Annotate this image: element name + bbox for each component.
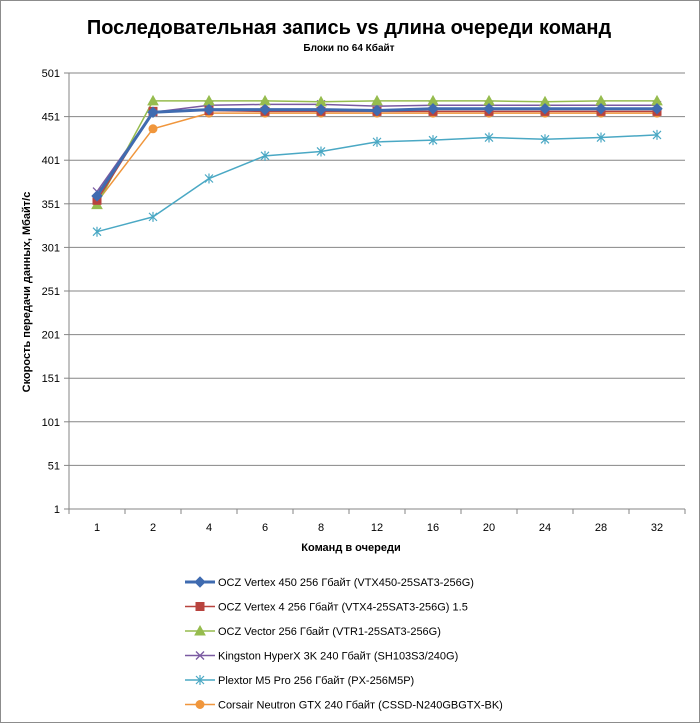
legend-item: OCZ Vertex 4 256 Гбайт (VTX4-25SAT3-256G… (185, 602, 468, 614)
legend-item: Kingston HyperX 3K 240 Гбайт (SH103S3/24… (185, 651, 458, 663)
x-tick-label: 4 (206, 522, 212, 534)
legend-marker (194, 624, 206, 636)
legend-item: Corsair Neutron GTX 240 Гбайт (CSSD-N240… (185, 700, 503, 712)
x-tick-label: 8 (318, 522, 324, 534)
data-point (315, 103, 327, 116)
legend-marker (195, 675, 205, 685)
legend-item: OCZ Vector 256 Гбайт (VTR1-25SAT3-256G) (185, 624, 441, 638)
series-6 (92, 108, 662, 207)
data-point (260, 150, 270, 161)
data-point (428, 135, 438, 146)
y-tick-label: 101 (42, 417, 60, 429)
x-tick-label: 6 (262, 522, 268, 534)
data-point (148, 124, 158, 134)
data-point (595, 103, 607, 115)
data-point (651, 103, 663, 115)
data-point (316, 146, 326, 157)
data-point (427, 103, 439, 115)
legend-marker (195, 700, 205, 709)
x-tick-label: 2 (150, 522, 156, 534)
data-point (204, 173, 214, 184)
legend-marker (195, 602, 205, 611)
data-point (92, 226, 102, 237)
x-tick-label: 1 (94, 522, 100, 534)
data-point (203, 103, 215, 116)
data-point (147, 94, 159, 106)
data-point (484, 132, 494, 143)
data-point (91, 190, 103, 202)
data-point (148, 211, 158, 222)
legend-marker (194, 576, 206, 588)
data-point (483, 103, 495, 115)
series-5 (92, 129, 662, 237)
data-point (372, 136, 382, 147)
y-tick-label: 51 (48, 460, 60, 472)
x-tick-label: 28 (595, 522, 607, 534)
x-axis-label: Команд в очереди (301, 542, 400, 554)
x-tick-label: 32 (651, 522, 663, 534)
x-tick-label: 20 (483, 522, 495, 534)
legend-marker (195, 651, 205, 660)
y-tick-label: 351 (42, 199, 60, 211)
series-line (96, 112, 657, 203)
series-1 (91, 103, 663, 202)
chart-subtitle: Блоки по 64 Кбайт (303, 42, 394, 54)
y-tick-label: 451 (42, 112, 60, 124)
legend-label: OCZ Vector 256 Гбайт (VTR1-25SAT3-256G) (218, 626, 441, 638)
y-tick-label: 151 (42, 373, 60, 385)
y-axis-label: Скорость передачи данных, Мбайт/с (21, 192, 33, 393)
y-tick-label: 401 (42, 155, 60, 167)
series-line (96, 109, 657, 201)
y-tick-label: 501 (42, 68, 60, 80)
series-line (95, 107, 657, 197)
x-tick-label: 12 (371, 522, 383, 534)
data-point (147, 106, 159, 118)
y-tick-label: 201 (42, 330, 60, 342)
data-point (540, 134, 550, 145)
y-tick-label: 301 (42, 242, 60, 254)
y-tick-label: 251 (42, 286, 60, 298)
data-point (371, 104, 383, 117)
legend: OCZ Vertex 450 256 Гбайт (VTX450-25SAT3-… (185, 576, 503, 712)
legend-label: Kingston HyperX 3K 240 Гбайт (SH103S3/24… (218, 651, 458, 663)
legend-label: Plextor M5 Pro 256 Гбайт (PX-256M5P) (218, 675, 414, 687)
data-point (596, 132, 606, 143)
chart-title: Последовательная запись vs длина очереди… (87, 17, 612, 39)
legend-item: Plextor M5 Pro 256 Гбайт (PX-256M5P) (185, 675, 414, 687)
legend-label: Corsair Neutron GTX 240 Гбайт (CSSD-N240… (218, 700, 503, 712)
data-point (259, 103, 271, 116)
data-point (539, 103, 551, 115)
x-tick-labels: 1 2 4 6 8 12 16 20 24 28 32 (94, 522, 663, 534)
y-tick-label: 1 (54, 504, 60, 516)
data-point (652, 129, 662, 140)
x-tick-label: 16 (427, 522, 439, 534)
legend-label: OCZ Vertex 450 256 Гбайт (VTX450-25SAT3-… (218, 577, 474, 589)
x-tick-label: 24 (539, 522, 551, 534)
series-group (91, 94, 663, 237)
legend-item: OCZ Vertex 450 256 Гбайт (VTX450-25SAT3-… (185, 576, 474, 589)
series-line (96, 134, 658, 233)
legend-label: OCZ Vertex 4 256 Гбайт (VTX4-25SAT3-256G… (218, 602, 468, 614)
axes (68, 73, 686, 514)
